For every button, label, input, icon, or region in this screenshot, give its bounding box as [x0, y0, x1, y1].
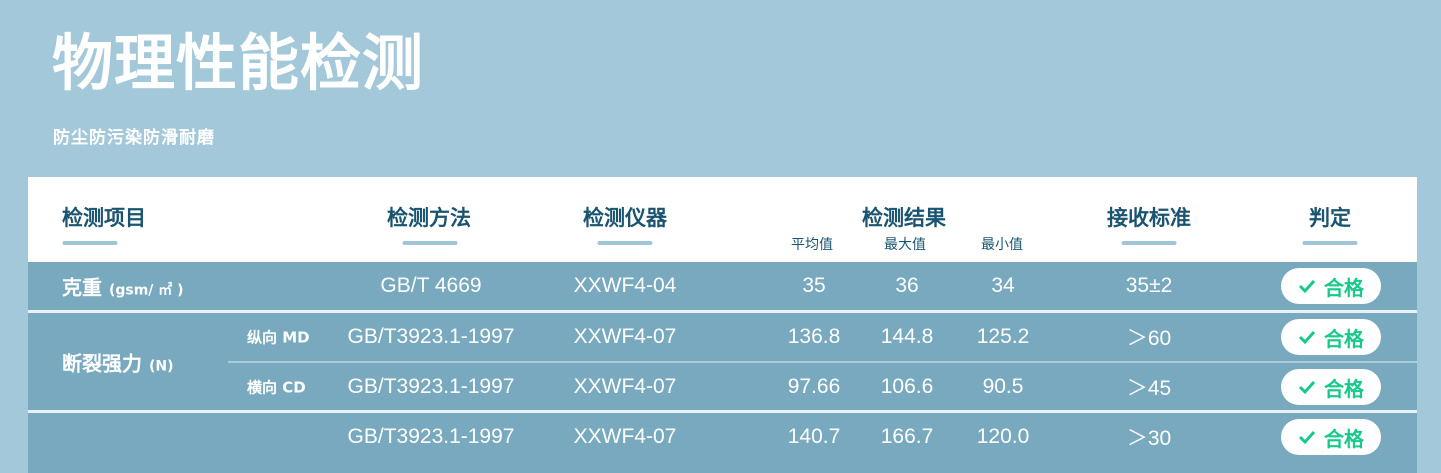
instrument-cell: XXWF4-07	[573, 425, 677, 448]
direction-label: 纵向 MD	[247, 328, 310, 347]
min-cell: 90.5	[982, 375, 1024, 398]
verdict-label: 合格	[1324, 275, 1364, 300]
instrument-cell: XXWF4-07	[573, 375, 677, 398]
avg-cell: 140.7	[787, 425, 841, 448]
standard-cell: 35±2	[1125, 274, 1173, 297]
method-cell: GB/T3923.1-1997	[347, 425, 515, 448]
max-cell: 166.7	[880, 425, 934, 448]
pass-badge: 合格	[1281, 268, 1381, 304]
avg-cell: 136.8	[787, 325, 841, 348]
header-method: 检测方法	[387, 206, 471, 230]
table-row-group: 断裂强力 (N) 纵向 MD GB/T3923.1-1997 XXWF4-07 …	[28, 313, 1417, 410]
instrument-cell: XXWF4-07	[573, 325, 677, 348]
max-cell: 36	[895, 274, 919, 297]
row-divider	[28, 410, 1417, 413]
table-row: 克重 (gsm/ ㎡ ) GB/T 4669 XXWF4-04 35 36 34…	[28, 262, 1417, 310]
page-subtitle: 防尘防污染防滑耐磨	[53, 128, 215, 148]
check-icon	[1298, 430, 1316, 445]
header-verdict: 判定	[1309, 206, 1351, 230]
header-underline	[402, 241, 458, 245]
page-title: 物理性能检测	[52, 28, 425, 99]
method-cell: GB/T 4669	[380, 274, 482, 297]
max-cell: 144.8	[880, 325, 934, 348]
header-instrument: 检测仪器	[583, 206, 667, 230]
avg-cell: 97.66	[787, 375, 841, 398]
check-icon	[1298, 380, 1316, 395]
instrument-cell: XXWF4-04	[573, 274, 677, 297]
row-divider	[28, 310, 1417, 313]
direction-label: 横向 CD	[247, 378, 306, 397]
pass-badge: 合格	[1281, 319, 1381, 355]
header-underline	[62, 241, 118, 245]
item-name: 断裂强力 (N)	[62, 351, 174, 376]
header-underline	[597, 241, 653, 245]
header-underline	[1302, 241, 1358, 245]
standard-cell: ＞60	[1126, 327, 1172, 350]
header-underline	[1121, 241, 1177, 245]
pass-badge: 合格	[1281, 369, 1381, 405]
method-cell: GB/T3923.1-1997	[347, 375, 515, 398]
min-cell: 125.2	[976, 325, 1030, 348]
subheader-max: 最大值	[884, 237, 926, 253]
avg-cell: 35	[802, 274, 826, 297]
standard-cell: ＞30	[1126, 427, 1172, 450]
method-cell: GB/T3923.1-1997	[347, 325, 515, 348]
header-item: 检测项目	[62, 206, 146, 230]
item-name: 克重 (gsm/ ㎡ )	[62, 275, 184, 300]
min-cell: 120.0	[976, 425, 1030, 448]
subheader-avg: 平均值	[791, 237, 833, 253]
check-icon	[1298, 330, 1316, 345]
table-row: GB/T3923.1-1997 XXWF4-07 140.7 166.7 120…	[28, 413, 1417, 473]
inspection-table: 检测项目 检测方法 检测仪器 检测结果 平均值 最大值 最小值 接收标准 判定 …	[28, 177, 1417, 473]
verdict-label: 合格	[1324, 426, 1364, 451]
sub-row-divider	[228, 361, 1417, 363]
verdict-label: 合格	[1324, 376, 1364, 401]
header-standard: 接收标准	[1107, 206, 1191, 230]
pass-badge: 合格	[1281, 419, 1381, 455]
header-result: 检测结果	[862, 206, 946, 230]
min-cell: 34	[991, 274, 1015, 297]
standard-cell: ＞45	[1126, 377, 1172, 400]
verdict-label: 合格	[1324, 326, 1364, 351]
check-icon	[1298, 279, 1316, 294]
max-cell: 106.6	[880, 375, 934, 398]
subheader-min: 最小值	[981, 237, 1023, 253]
